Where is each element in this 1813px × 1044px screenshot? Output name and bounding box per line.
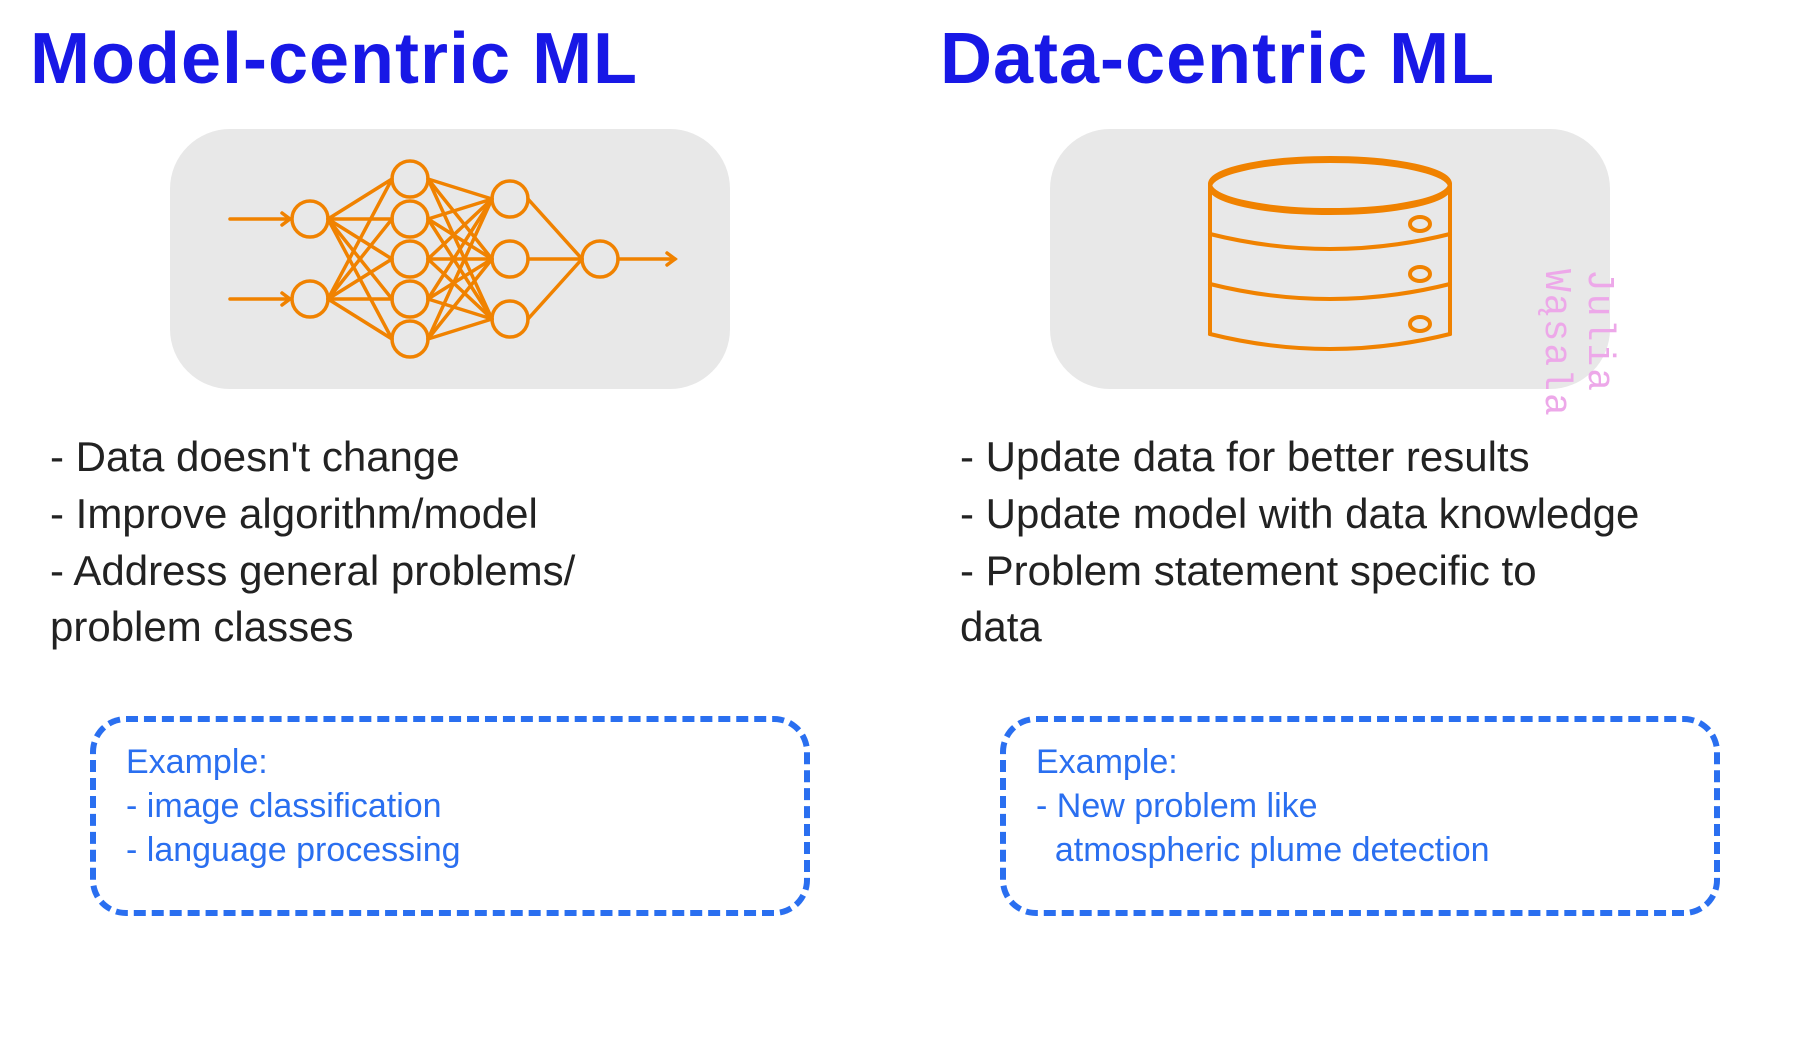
- data-centric-bullets: - Update data for better results - Updat…: [960, 429, 1813, 656]
- bullet-line: - Address general problems/: [50, 543, 910, 600]
- database-blob: Julia Wąsala: [1050, 129, 1610, 389]
- model-centric-bullets: - Data doesn't change - Improve algorith…: [50, 429, 910, 656]
- bullet-line: - Update data for better results: [960, 429, 1813, 486]
- data-centric-title: Data-centric ML: [940, 20, 1813, 99]
- example-line: - image classification: [126, 784, 774, 828]
- model-centric-column: Model-centric ML: [30, 0, 910, 916]
- example-line: atmospheric plume detection: [1036, 828, 1684, 872]
- bullet-line: - Problem statement specific to: [960, 543, 1813, 600]
- example-line: - New problem like: [1036, 784, 1684, 828]
- bullet-line: data: [960, 599, 1813, 656]
- neural-net-blob: [170, 129, 730, 389]
- database-icon: [1050, 129, 1610, 389]
- data-centric-column: Data-centric ML: [940, 0, 1813, 916]
- bullet-line: - Data doesn't change: [50, 429, 910, 486]
- bullet-line: problem classes: [50, 599, 910, 656]
- author-watermark: Julia Wąsala: [1534, 269, 1620, 418]
- model-centric-example: Example: - image classification - langua…: [90, 716, 810, 916]
- model-centric-title: Model-centric ML: [30, 20, 910, 99]
- example-title: Example:: [126, 740, 774, 784]
- bullet-line: - Update model with data knowledge: [960, 486, 1813, 543]
- example-title: Example:: [1036, 740, 1684, 784]
- neural-net-icon: [170, 129, 730, 389]
- infographic-stage: Model-centric ML: [0, 0, 1813, 1044]
- example-line: - language processing: [126, 828, 774, 872]
- data-centric-example: Example: - New problem like atmospheric …: [1000, 716, 1720, 916]
- bullet-line: - Improve algorithm/model: [50, 486, 910, 543]
